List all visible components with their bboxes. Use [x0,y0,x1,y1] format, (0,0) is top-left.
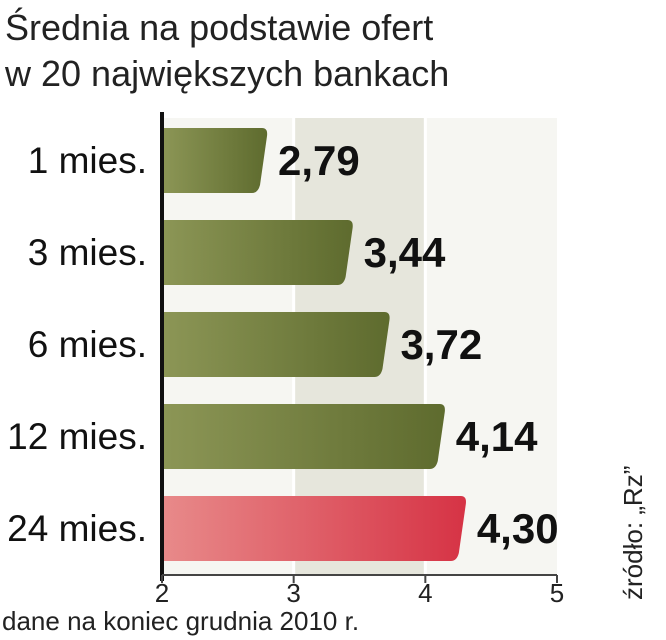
footnote: dane na koniec grudnia 2010 r. [2,606,359,636]
category-labels: 1 mies. 3 mies. 6 mies. 12 mies. 24 mies. [7,140,147,549]
bar-3mies [162,220,353,285]
value-label: 4,14 [456,413,538,460]
x-tick-label: 3 [286,578,300,608]
value-label: 3,72 [400,321,482,368]
category-label: 1 mies. [28,140,147,181]
value-labels: 2,793,44 3,72 4,14 4,30 [278,137,559,552]
bars [162,128,466,561]
value-label: 3,44 [364,229,446,276]
x-tick-label: 2 [155,578,169,608]
category-label: 24 mies. [7,508,147,549]
category-label: 12 mies. [7,416,147,457]
source-label: źródło: „Rz” [618,466,648,600]
x-tick-label: 4 [418,578,432,608]
x-tick-labels: 2 3 4 5 [155,575,564,608]
bar-1mies [162,128,268,193]
chart-title-line-1: Średnia na podstawie ofert [5,6,433,48]
bar-6mies [162,312,390,377]
category-label: 6 mies. [28,324,147,365]
x-tick-label: 5 [550,578,564,608]
bar-24mies [162,496,466,561]
value-label: 4,30 [477,505,559,552]
value-label: 2,79 [278,137,360,184]
category-label: 3 mies. [28,232,147,273]
bar-12mies [162,404,445,469]
chart-title-line-2: w 20 największych bankach [4,53,449,94]
